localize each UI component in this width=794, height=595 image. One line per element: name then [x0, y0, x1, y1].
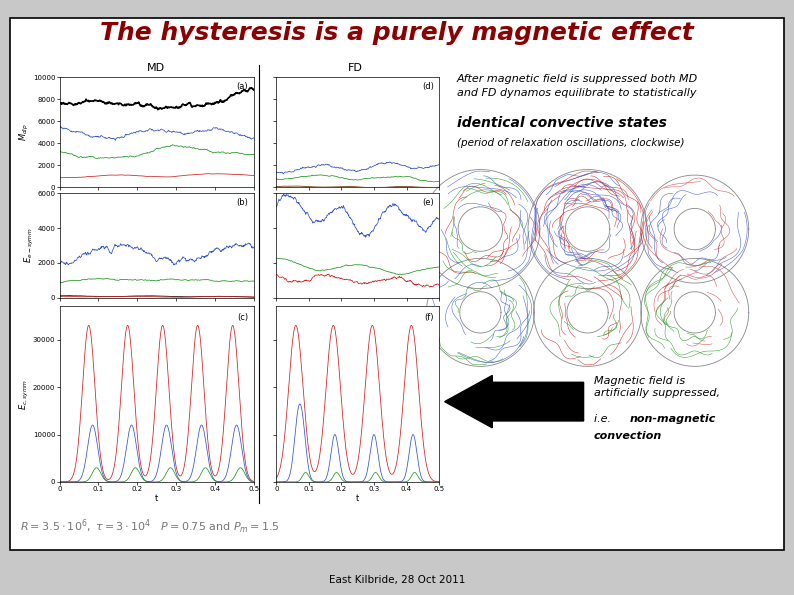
Text: Magnetic field is
artificially suppressed,: Magnetic field is artificially suppresse… — [594, 376, 720, 399]
Y-axis label: $E_{e-symm}$: $E_{e-symm}$ — [23, 228, 36, 263]
Text: After magnetic field is suppressed both MD
and FD dynamos equilibrate to statist: After magnetic field is suppressed both … — [457, 74, 698, 98]
FancyBboxPatch shape — [10, 18, 784, 550]
Y-axis label: $M_{dip}$: $M_{dip}$ — [18, 123, 32, 142]
Text: (a): (a) — [237, 82, 249, 91]
Text: MD: MD — [148, 64, 165, 73]
Text: The hysteresis is a purely magnetic effect: The hysteresis is a purely magnetic effe… — [100, 21, 694, 45]
Text: East Kilbride, 28 Oct 2011: East Kilbride, 28 Oct 2011 — [329, 575, 465, 585]
Text: non-magnetic: non-magnetic — [630, 414, 716, 424]
X-axis label: t: t — [356, 493, 360, 503]
Text: i.e.: i.e. — [594, 414, 618, 424]
Text: (period of relaxation oscillations, clockwise): (period of relaxation oscillations, cloc… — [457, 138, 684, 148]
Text: (b): (b) — [237, 198, 249, 206]
Text: (d): (d) — [422, 82, 434, 91]
Text: (c): (c) — [237, 314, 249, 322]
Text: (f): (f) — [425, 314, 434, 322]
Y-axis label: $E_{c,symm}$: $E_{c,symm}$ — [18, 378, 32, 410]
Text: FD: FD — [349, 64, 363, 73]
Text: $R = 3.5 \cdot 10^6,\; \tau = 3 \cdot 10^4 \quad P = 0.75$ and $P_m = 1.5$: $R = 3.5 \cdot 10^6,\; \tau = 3 \cdot 10… — [20, 518, 279, 536]
FancyArrow shape — [445, 375, 584, 428]
X-axis label: t: t — [155, 493, 159, 503]
Text: identical convective states: identical convective states — [457, 116, 666, 130]
Text: (e): (e) — [422, 198, 434, 206]
Text: convection: convection — [594, 431, 662, 441]
